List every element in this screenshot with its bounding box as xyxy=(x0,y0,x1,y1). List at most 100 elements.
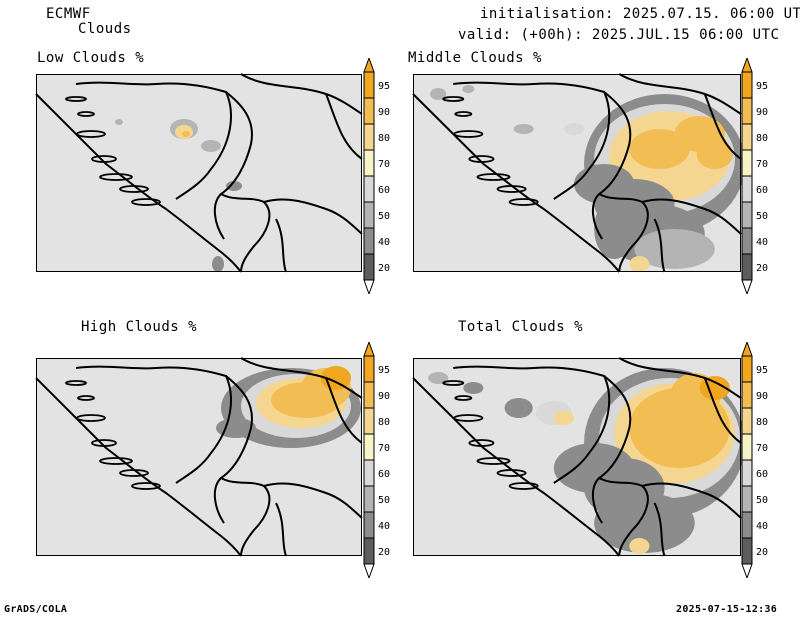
cloud-contour xyxy=(553,411,574,425)
map-total-clouds xyxy=(412,357,746,557)
island-outline xyxy=(496,185,527,193)
border-line xyxy=(275,502,287,557)
colorbar-tick-label: 50 xyxy=(756,211,768,222)
border-line xyxy=(412,93,621,273)
border-line xyxy=(220,477,271,557)
map-frame xyxy=(36,74,362,272)
colorbar-segment xyxy=(363,253,375,281)
colorbar-tick-label: 80 xyxy=(378,417,390,428)
island-outline xyxy=(91,439,117,447)
colorbar-segment xyxy=(741,149,753,177)
cloud-contour xyxy=(629,256,650,272)
colorbar-tick-label: 20 xyxy=(378,263,390,274)
colorbar-arrow-top xyxy=(363,342,375,357)
cloud-contour xyxy=(573,164,635,204)
colorbar-segment xyxy=(741,71,753,99)
border-line xyxy=(653,502,666,557)
border-line xyxy=(453,365,611,484)
colorbar-total: 95 90 80 70 60 50 40 20 xyxy=(741,342,768,578)
cloud-contour xyxy=(513,124,534,134)
colorbar-segment xyxy=(363,433,375,461)
panel-title-high: High Clouds % xyxy=(81,319,198,335)
border-line xyxy=(653,218,666,273)
border-line xyxy=(642,482,742,519)
colorbar-tick-label: 95 xyxy=(378,365,390,376)
border-line xyxy=(325,93,363,160)
colorbar-segment xyxy=(741,459,753,487)
cloud-contour xyxy=(594,493,695,553)
colorbar-tick-label: 95 xyxy=(756,81,768,92)
colorbar-segment xyxy=(741,227,753,255)
colorbar-tick-label: 80 xyxy=(756,133,768,144)
cloud-contour xyxy=(201,140,221,152)
border-lines xyxy=(35,73,363,273)
cloud-contour xyxy=(182,131,190,137)
border-line xyxy=(240,357,363,399)
colorbar-arrow-bottom xyxy=(363,563,375,578)
colorbar-segment xyxy=(741,485,753,513)
colorbar-segment xyxy=(741,355,753,383)
border-lines xyxy=(412,73,742,273)
border-line xyxy=(453,81,611,200)
island-outline xyxy=(454,395,473,401)
cloud-contour xyxy=(629,129,690,169)
cloud-contour xyxy=(504,398,533,418)
island-outline xyxy=(77,395,95,401)
island-outline xyxy=(76,414,106,422)
island-outline xyxy=(476,457,511,465)
island-outline xyxy=(468,439,495,447)
colorbar-tick-label: 80 xyxy=(378,133,390,144)
cloud-contour xyxy=(226,181,242,191)
colorbar-segment xyxy=(741,175,753,203)
colorbar-arrow-bottom xyxy=(363,279,375,294)
island-outline xyxy=(468,155,495,163)
colorbar-segment xyxy=(741,97,753,125)
colorbar-tick-label: 60 xyxy=(756,469,768,480)
cloud-contour xyxy=(463,382,484,394)
island-outline xyxy=(65,380,87,386)
map-low-clouds xyxy=(35,73,363,273)
colorbar-arrow-bottom xyxy=(741,563,753,578)
colorbar-segment xyxy=(363,459,375,487)
border-line xyxy=(35,93,242,273)
colorbar-high: 95 90 80 70 60 50 40 20 xyxy=(363,342,390,578)
island-outline xyxy=(76,130,106,138)
border-line xyxy=(35,377,242,557)
cloud-contour xyxy=(696,139,733,169)
border-line xyxy=(598,477,649,557)
colorbar-segment xyxy=(741,511,753,539)
border-lines xyxy=(412,357,742,557)
colorbar-tick-label: 90 xyxy=(756,107,768,118)
colorbar-segment xyxy=(741,407,753,435)
cloud-contour xyxy=(462,85,475,93)
island-outline xyxy=(508,482,539,490)
colorbar-tick-label: 90 xyxy=(378,391,390,402)
initialisation-text: initialisation: 2025.07.15. 06:00 UTC xyxy=(480,6,800,22)
valid-text: valid: (+00h): 2025.JUL.15 06:00 UTC xyxy=(458,27,780,43)
island-outline xyxy=(442,96,465,102)
border-line xyxy=(592,91,632,240)
colorbar-arrow-top xyxy=(741,342,753,357)
colorbar-arrow-top xyxy=(363,58,375,73)
island-outline xyxy=(119,185,149,193)
map-frame xyxy=(413,358,741,556)
border-line xyxy=(263,482,363,519)
island-outline xyxy=(476,173,511,181)
colorbar-segment xyxy=(741,537,753,565)
colorbar-segment xyxy=(363,537,375,565)
colorbar-segment xyxy=(741,253,753,281)
cloud-contour xyxy=(553,443,635,493)
map-background xyxy=(36,74,362,272)
island-outline xyxy=(496,469,527,477)
island-outline xyxy=(77,111,95,117)
colorbar-tick-label: 60 xyxy=(756,185,768,196)
island-outline xyxy=(99,457,133,465)
colorbar-tick-label: 60 xyxy=(378,185,390,196)
island-outline xyxy=(453,130,484,138)
border-line xyxy=(240,73,363,115)
colorbar-tick-label: 90 xyxy=(756,391,768,402)
cloud-contour xyxy=(115,119,123,125)
field-label: Clouds xyxy=(78,21,132,37)
colorbar-segment xyxy=(741,381,753,409)
colorbar-segment xyxy=(363,123,375,151)
